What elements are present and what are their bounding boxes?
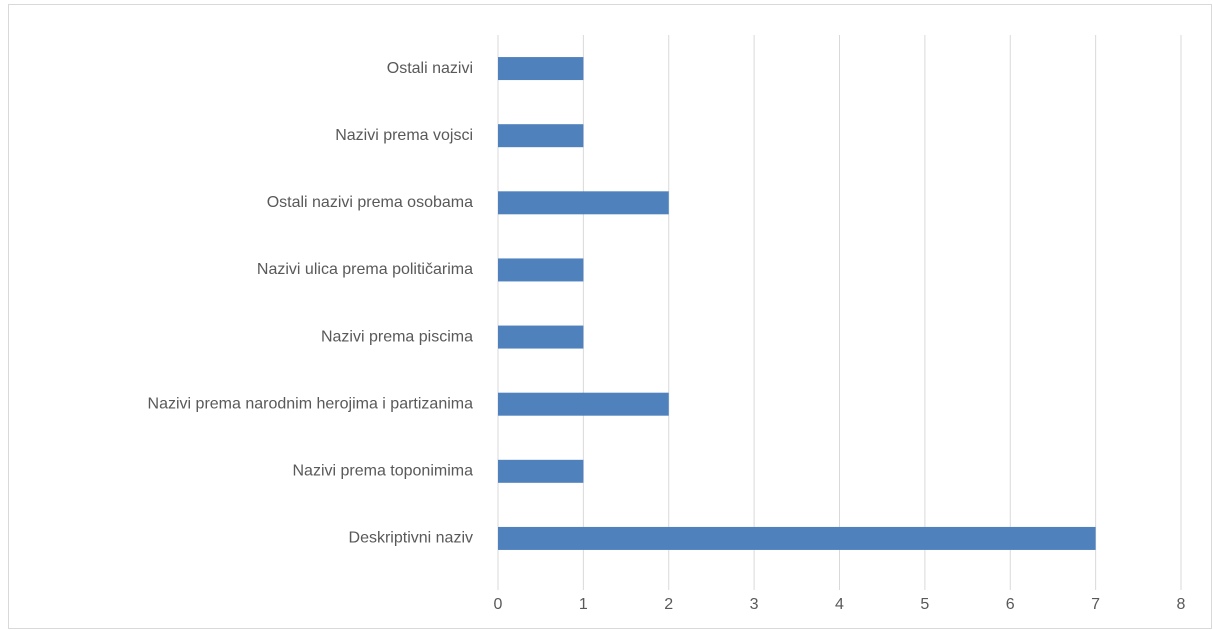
y-tick-label: Nazivi prema vojsci [335,127,473,144]
x-tick-label: 2 [664,596,673,613]
x-tick-label: 7 [1091,596,1100,613]
x-tick-label: 0 [494,596,503,613]
x-tick-label: 3 [750,596,759,613]
y-tick-label: Nazivi prema toponimima [292,463,473,480]
bar [498,526,1096,550]
bar [498,258,584,282]
bar [498,325,584,349]
y-tick-label: Nazivi ulica prema političarima [257,261,473,278]
y-tick-label: Ostali nazivi [387,60,473,77]
bar [498,124,584,148]
bar [498,459,584,483]
x-tick-label: 6 [1006,596,1015,613]
y-tick-label: Nazivi prema narodnim herojima i partiza… [148,395,474,412]
y-tick-label: Deskriptivni naziv [349,530,473,547]
bar [498,392,669,416]
y-tick-label: Nazivi prema piscima [321,328,473,345]
x-tick-label: 1 [579,596,588,613]
x-tick-label: 8 [1177,596,1186,613]
chart-border [8,4,1212,629]
x-tick-label: 4 [835,596,844,613]
y-tick-label: Ostali nazivi prema osobama [267,194,473,211]
bar [498,191,669,215]
x-tick-label: 5 [920,596,929,613]
bar [498,57,584,81]
